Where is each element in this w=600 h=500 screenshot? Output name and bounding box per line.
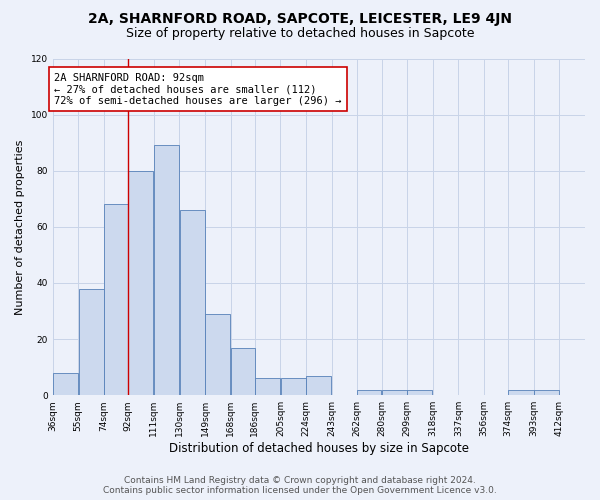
Bar <box>358 390 381 395</box>
Bar <box>255 378 280 395</box>
Bar <box>154 146 179 395</box>
Bar <box>104 204 128 395</box>
Text: Contains HM Land Registry data © Crown copyright and database right 2024.
Contai: Contains HM Land Registry data © Crown c… <box>103 476 497 495</box>
Bar <box>382 390 407 395</box>
Bar <box>79 288 104 395</box>
Text: 2A, SHARNFORD ROAD, SAPCOTE, LEICESTER, LE9 4JN: 2A, SHARNFORD ROAD, SAPCOTE, LEICESTER, … <box>88 12 512 26</box>
Bar <box>534 390 559 395</box>
Bar <box>231 348 254 395</box>
Bar <box>53 373 78 395</box>
Text: Size of property relative to detached houses in Sapcote: Size of property relative to detached ho… <box>126 28 474 40</box>
Bar <box>407 390 433 395</box>
Bar <box>205 314 230 395</box>
Bar <box>508 390 533 395</box>
Bar <box>306 376 331 395</box>
Bar <box>128 170 154 395</box>
X-axis label: Distribution of detached houses by size in Sapcote: Distribution of detached houses by size … <box>169 442 469 455</box>
Bar <box>281 378 306 395</box>
Text: 2A SHARNFORD ROAD: 92sqm
← 27% of detached houses are smaller (112)
72% of semi-: 2A SHARNFORD ROAD: 92sqm ← 27% of detach… <box>54 72 341 106</box>
Bar <box>179 210 205 395</box>
Y-axis label: Number of detached properties: Number of detached properties <box>15 139 25 314</box>
